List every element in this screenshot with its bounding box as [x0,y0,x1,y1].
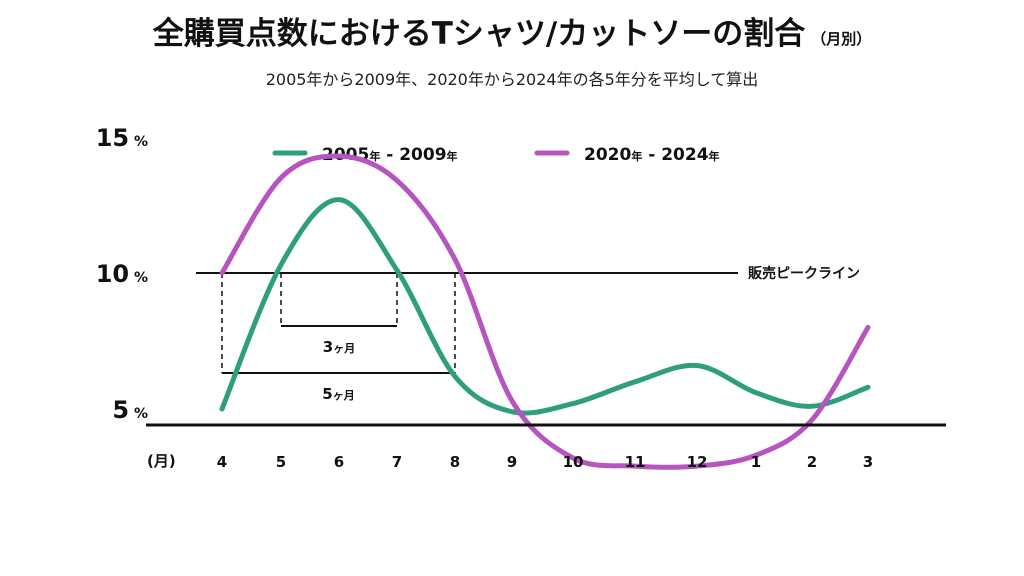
series-line-2 [219,153,871,470]
chart-title: 全購買点数におけるTシャツ/カットソーの割合 [152,16,806,52]
x-axis: (月) 4 5 6 7 8 9 10 11 12 1 2 3 [146,423,946,471]
x-tick-label: 6 [334,453,344,471]
y-tick-label: 15 % [96,124,148,152]
duration-label: 3ヶ月 [323,338,355,356]
x-tick-label: 12 [687,453,708,471]
chart-title-block: 全購買点数におけるTシャツ/カットソーの割合 （月別） [0,8,1024,53]
y-axis: 15 % 10 % 5 % [96,124,148,424]
chart-title-suffix: （月別） [811,30,872,48]
legend: 2005年 - 2009年 2020年 - 2024年 [272,145,720,165]
x-tick-label: 11 [625,453,646,471]
x-tick-label: 3 [863,453,873,471]
y-tick-label: 5 % [112,396,148,424]
x-tick-label: 7 [392,453,402,471]
reference-line-group: 販売ピークライン [196,265,860,282]
x-tick-label: 2 [807,453,817,471]
series-lines [219,153,871,470]
peak-reference-label: 販売ピークライン [748,265,860,282]
legend-label: 2020年 - 2024年 [584,145,720,165]
chart-subtitle: 2005年から2009年、2020年から2024年の各5年分を平均して算出 [265,70,759,89]
series-line-1 [219,197,871,416]
x-tick-label: 5 [276,453,286,471]
x-axis-unit-label: (月) [147,452,176,470]
x-tick-label: 9 [507,453,517,471]
x-tick-label: 8 [450,453,460,471]
x-tick-label: 1 [751,453,761,471]
y-tick-label: 10 % [96,260,148,288]
x-tick-label: 10 [563,453,584,471]
x-tick-label: 4 [217,453,227,471]
duration-brackets: 3ヶ月 5ヶ月 [221,273,456,403]
duration-label: 5ヶ月 [322,385,354,403]
